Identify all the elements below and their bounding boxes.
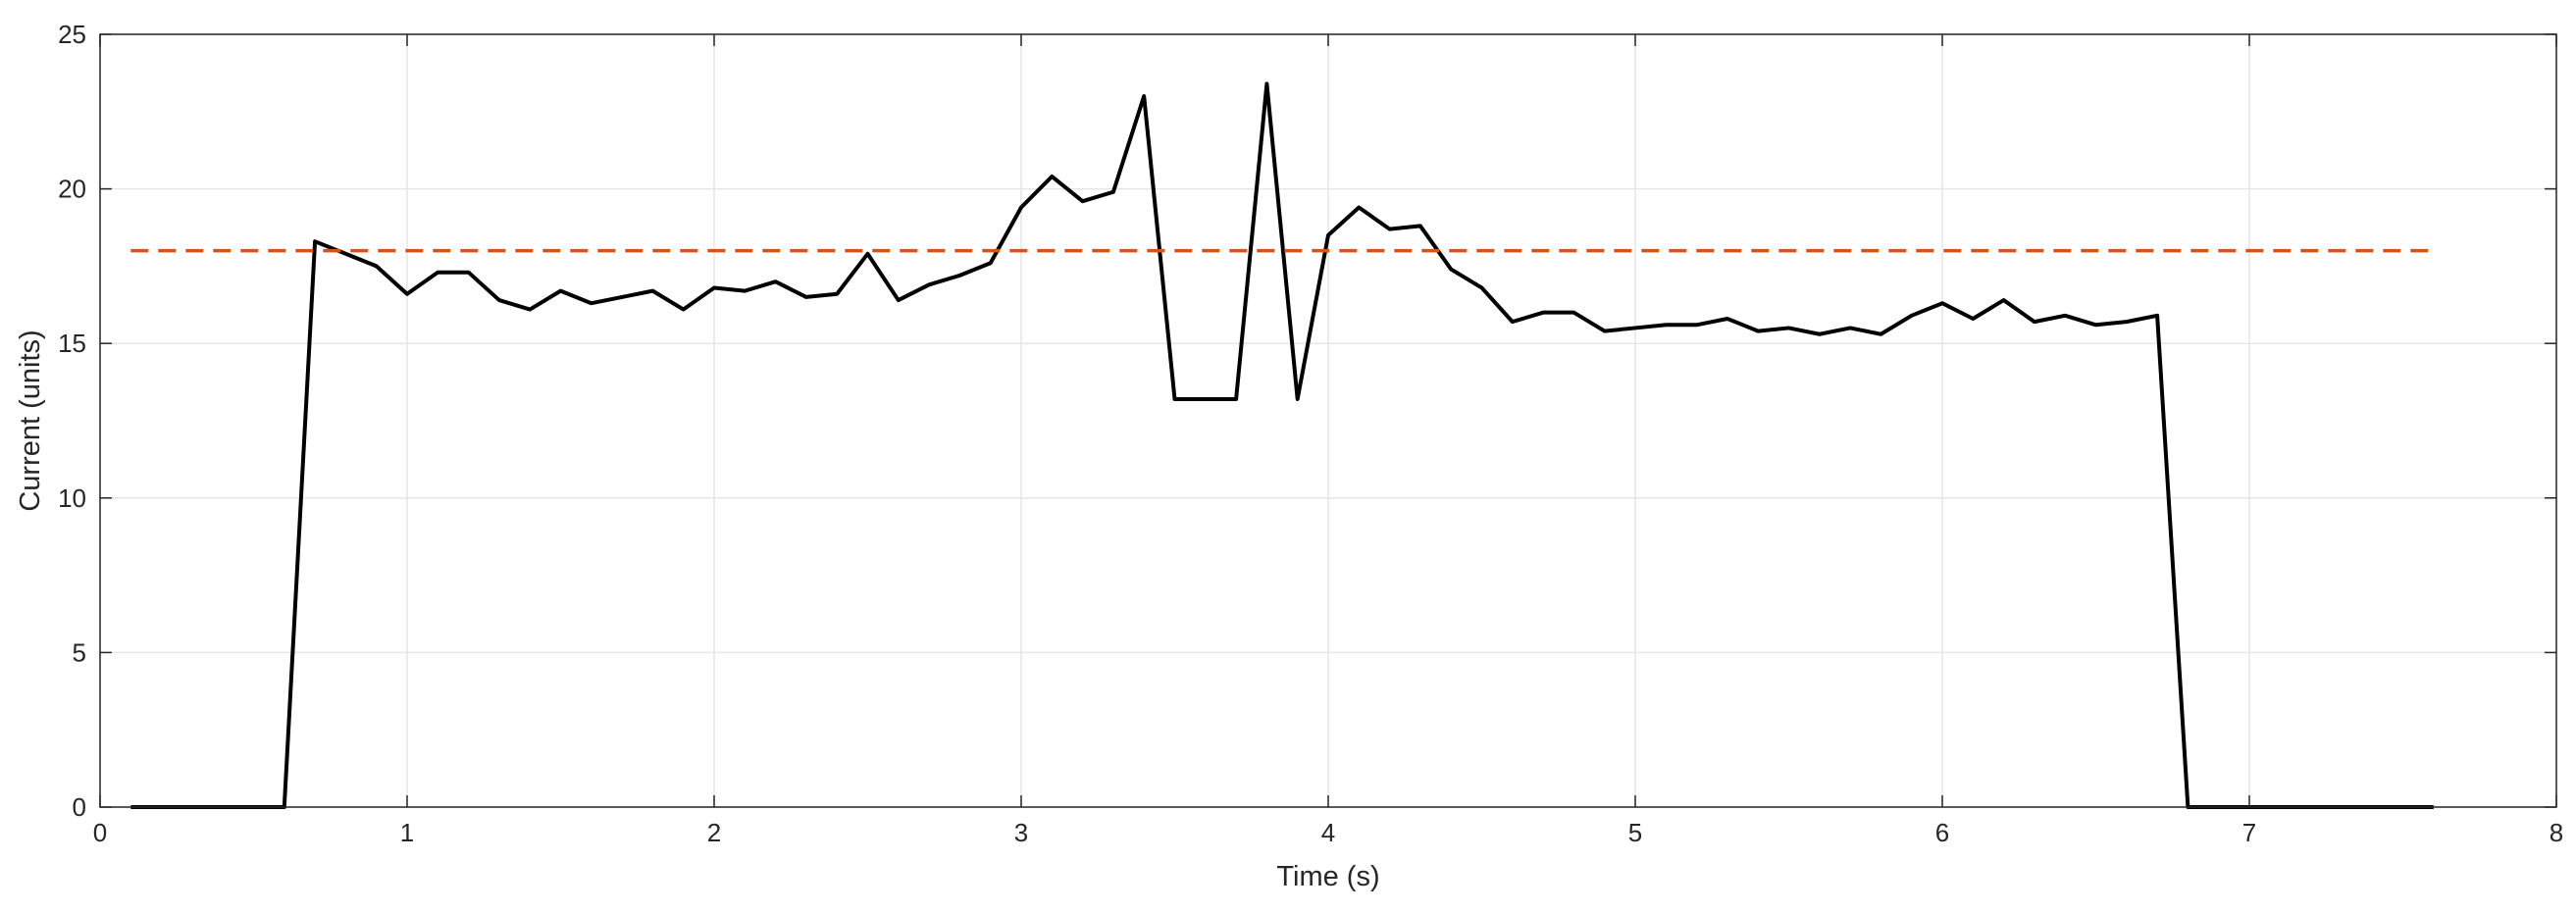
x-tick-label: 8 (2550, 818, 2563, 847)
y-tick-label: 5 (73, 637, 86, 667)
x-tick-label: 5 (1628, 818, 1642, 847)
y-tick-label: 15 (58, 329, 86, 358)
x-tick-label: 1 (400, 818, 414, 847)
y-tick-label: 20 (58, 175, 86, 204)
x-tick-label: 4 (1321, 818, 1335, 847)
x-axis-label: Time (s) (1276, 861, 1379, 892)
x-axis: 0 1 2 3 4 5 6 7 8 (93, 34, 2563, 847)
x-tick-label: 3 (1014, 818, 1028, 847)
x-tick-label: 2 (707, 818, 721, 847)
x-tick-label: 7 (2242, 818, 2256, 847)
y-axis: 0 5 10 15 20 25 (58, 20, 2556, 822)
y-tick-label: 25 (58, 20, 86, 49)
x-tick-label: 6 (1935, 818, 1949, 847)
x-tick-label: 0 (93, 818, 107, 847)
y-axis-label: Current (units) (15, 330, 46, 511)
current-series-line (130, 81, 2434, 809)
y-tick-label: 10 (58, 483, 86, 513)
y-tick-label: 0 (73, 792, 86, 822)
series-layer (130, 81, 2434, 809)
